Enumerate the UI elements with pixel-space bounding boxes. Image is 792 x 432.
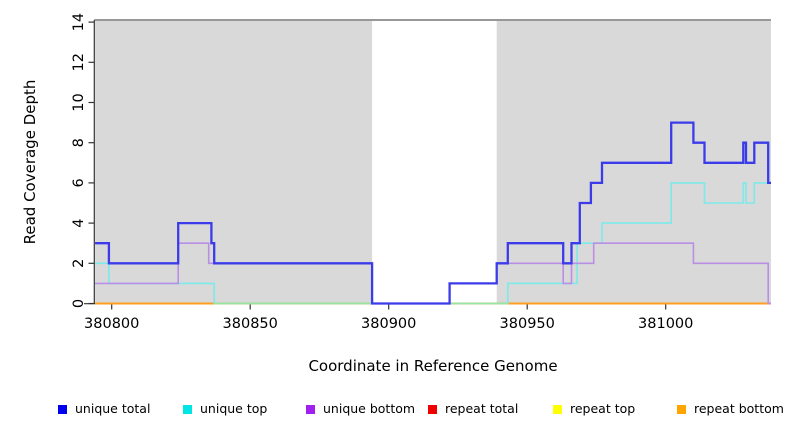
- x-tick-label: 380850: [223, 316, 278, 332]
- y-tick-label: 12: [71, 53, 87, 71]
- x-tick-label: 380950: [500, 316, 555, 332]
- series-unique-total-line: [95, 121, 771, 305]
- y-tick-label: 4: [71, 218, 87, 227]
- y-tick-label: 14: [71, 13, 87, 31]
- y-tick-label: 10: [71, 93, 87, 111]
- x-tick-label: 381000: [638, 316, 693, 332]
- x-tick-label: 380900: [361, 316, 416, 332]
- series-unique-bottom-line: [95, 242, 771, 305]
- y-tick-label: 2: [71, 259, 87, 268]
- y-tick-label: 6: [71, 178, 87, 187]
- series-unique-top-line: [95, 182, 771, 305]
- x-tick-label: 380800: [84, 316, 139, 332]
- shaded-region-0: [95, 20, 373, 304]
- y-tick-label: 0: [71, 299, 87, 308]
- x-axis-title: Coordinate in Reference Genome: [308, 357, 558, 375]
- y-axis-title: Read Coverage Depth: [21, 79, 39, 245]
- y-tick-label: 8: [71, 138, 87, 147]
